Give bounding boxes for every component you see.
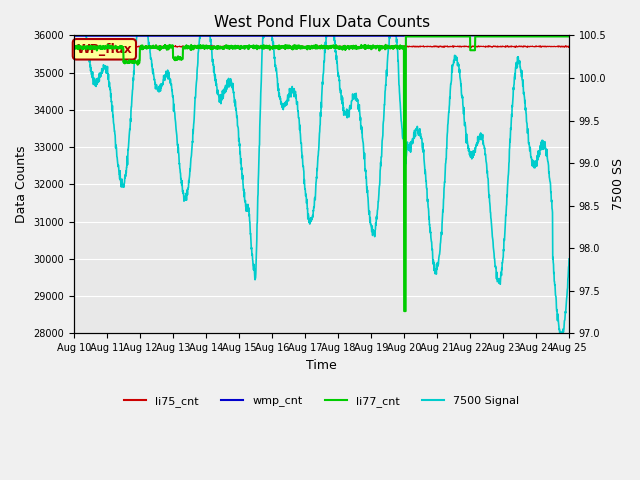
Text: WP_flux: WP_flux: [77, 43, 132, 56]
Title: West Pond Flux Data Counts: West Pond Flux Data Counts: [214, 15, 429, 30]
Legend: li75_cnt, wmp_cnt, li77_cnt, 7500 Signal: li75_cnt, wmp_cnt, li77_cnt, 7500 Signal: [120, 392, 524, 411]
Y-axis label: 7500 SS: 7500 SS: [612, 158, 625, 210]
X-axis label: Time: Time: [306, 359, 337, 372]
Y-axis label: Data Counts: Data Counts: [15, 145, 28, 223]
